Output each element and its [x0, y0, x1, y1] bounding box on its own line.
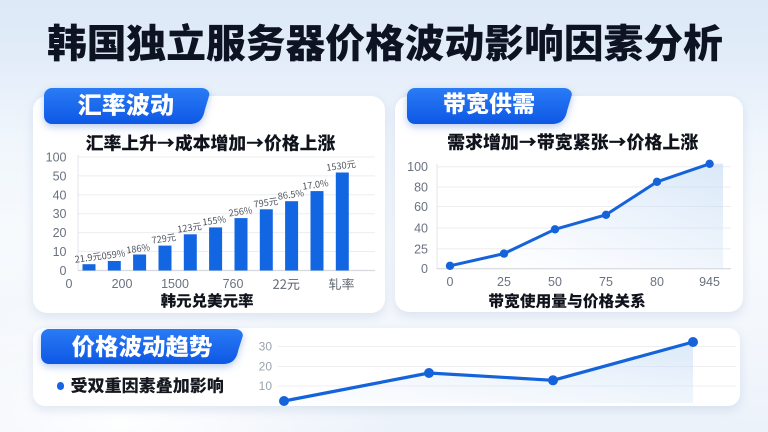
svg-text:20: 20	[259, 360, 273, 374]
svg-text:0: 0	[60, 264, 67, 278]
svg-text:75: 75	[599, 275, 613, 289]
svg-text:10: 10	[53, 245, 67, 259]
svg-text:20: 20	[53, 226, 67, 240]
svg-text:80: 80	[650, 275, 664, 289]
svg-text:100: 100	[407, 160, 428, 174]
svg-text:100: 100	[46, 151, 67, 165]
svg-text:50: 50	[53, 169, 67, 183]
svg-text:10: 10	[259, 379, 273, 393]
svg-text:80: 80	[414, 181, 428, 195]
svg-text:40: 40	[414, 222, 428, 236]
svg-text:30: 30	[259, 340, 273, 354]
svg-text:50: 50	[548, 275, 562, 289]
svg-text:40: 40	[53, 188, 67, 202]
svg-text:25: 25	[497, 275, 511, 289]
svg-text:25: 25	[414, 242, 428, 256]
svg-text:945: 945	[699, 275, 720, 289]
svg-text:0: 0	[421, 262, 428, 276]
svg-text:60: 60	[414, 200, 428, 214]
svg-text:30: 30	[53, 207, 67, 221]
svg-text:0: 0	[447, 275, 454, 289]
